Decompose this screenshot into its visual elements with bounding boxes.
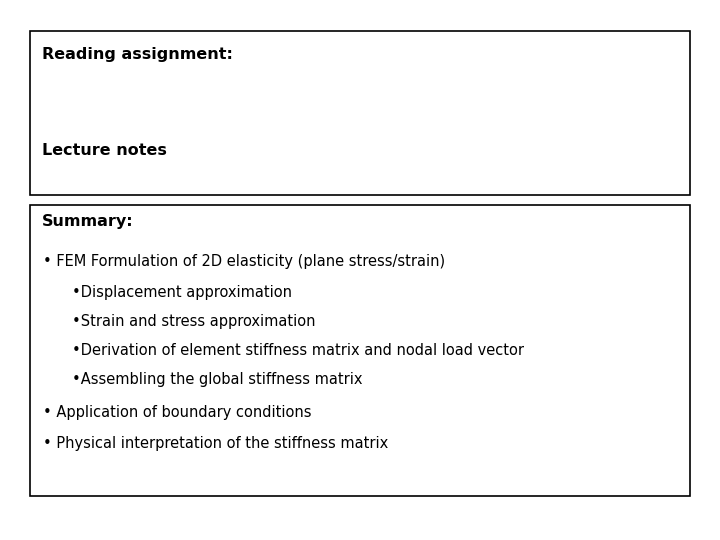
Text: •Displacement approximation: •Displacement approximation xyxy=(72,285,292,300)
Text: •Assembling the global stiffness matrix: •Assembling the global stiffness matrix xyxy=(72,372,362,387)
Text: •Strain and stress approximation: •Strain and stress approximation xyxy=(72,314,315,329)
Text: • Physical interpretation of the stiffness matrix: • Physical interpretation of the stiffne… xyxy=(43,436,389,451)
Text: Summary:: Summary: xyxy=(42,214,133,229)
Text: •Derivation of element stiffness matrix and nodal load vector: •Derivation of element stiffness matrix … xyxy=(72,343,524,358)
FancyBboxPatch shape xyxy=(30,31,690,195)
Text: • Application of boundary conditions: • Application of boundary conditions xyxy=(43,404,312,420)
Text: Reading assignment:: Reading assignment: xyxy=(42,46,233,62)
Text: • FEM Formulation of 2D elasticity (plane stress/strain): • FEM Formulation of 2D elasticity (plan… xyxy=(43,254,446,269)
Text: Lecture notes: Lecture notes xyxy=(42,143,166,158)
FancyBboxPatch shape xyxy=(30,205,690,496)
